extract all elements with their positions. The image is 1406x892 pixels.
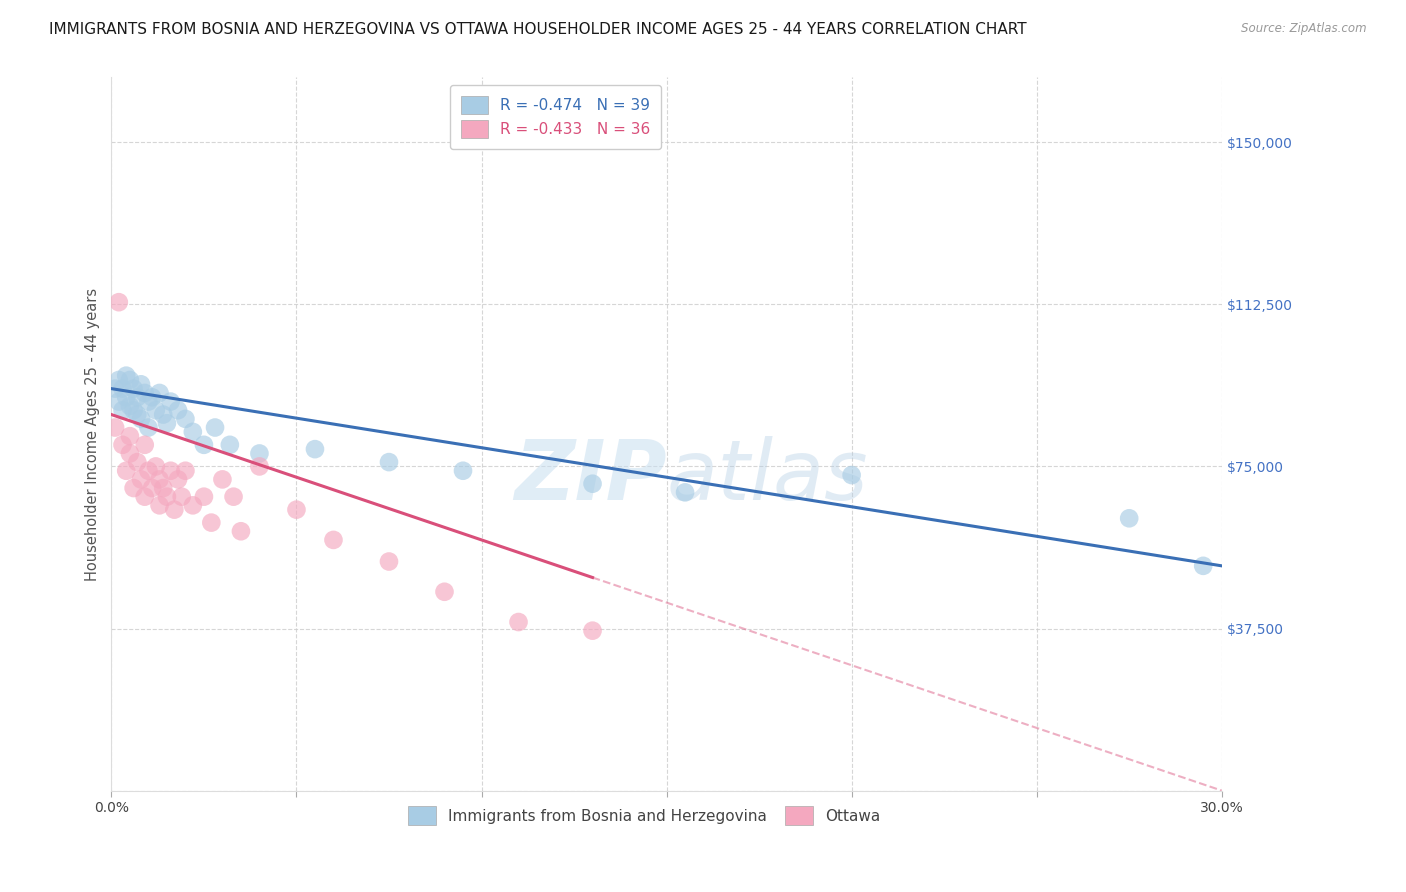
Point xyxy=(138,394,160,409)
Point xyxy=(145,403,167,417)
Point xyxy=(156,490,179,504)
Point xyxy=(104,420,127,434)
Point xyxy=(108,394,131,409)
Point xyxy=(181,425,204,439)
Point xyxy=(138,420,160,434)
Point xyxy=(378,455,401,469)
Point xyxy=(129,412,152,426)
Text: Source: ZipAtlas.com: Source: ZipAtlas.com xyxy=(1241,22,1367,36)
Point xyxy=(193,438,215,452)
Point xyxy=(673,485,696,500)
Point xyxy=(508,615,530,629)
Point xyxy=(115,390,138,404)
Point xyxy=(433,584,456,599)
Point xyxy=(163,502,186,516)
Point xyxy=(138,464,160,478)
Point xyxy=(122,481,145,495)
Point xyxy=(148,386,170,401)
Point xyxy=(122,403,145,417)
Point xyxy=(141,481,163,495)
Text: atlas: atlas xyxy=(666,436,868,517)
Point xyxy=(841,468,863,483)
Point xyxy=(304,442,326,457)
Point xyxy=(145,459,167,474)
Point xyxy=(204,420,226,434)
Point xyxy=(193,490,215,504)
Point xyxy=(167,403,190,417)
Point xyxy=(129,472,152,486)
Point xyxy=(108,295,131,310)
Point xyxy=(211,472,233,486)
Point xyxy=(148,499,170,513)
Point xyxy=(156,416,179,430)
Point xyxy=(118,399,141,413)
Point xyxy=(108,373,131,387)
Point xyxy=(222,490,245,504)
Legend: Immigrants from Bosnia and Herzegovina, Ottawa: Immigrants from Bosnia and Herzegovina, … xyxy=(399,797,890,834)
Point xyxy=(127,455,149,469)
Point xyxy=(111,403,134,417)
Point xyxy=(118,373,141,387)
Point xyxy=(115,464,138,478)
Point xyxy=(118,429,141,443)
Point xyxy=(249,459,271,474)
Point xyxy=(174,412,197,426)
Point xyxy=(1118,511,1140,525)
Point xyxy=(134,386,156,401)
Point xyxy=(152,408,174,422)
Point xyxy=(134,490,156,504)
Point xyxy=(127,408,149,422)
Point xyxy=(122,382,145,396)
Point xyxy=(200,516,222,530)
Point xyxy=(115,368,138,383)
Point xyxy=(218,438,240,452)
Text: IMMIGRANTS FROM BOSNIA AND HERZEGOVINA VS OTTAWA HOUSEHOLDER INCOME AGES 25 - 44: IMMIGRANTS FROM BOSNIA AND HERZEGOVINA V… xyxy=(49,22,1026,37)
Point xyxy=(581,624,603,638)
Point xyxy=(170,490,193,504)
Point xyxy=(249,446,271,460)
Point xyxy=(581,476,603,491)
Y-axis label: Householder Income Ages 25 - 44 years: Householder Income Ages 25 - 44 years xyxy=(86,287,100,581)
Point xyxy=(167,472,190,486)
Point xyxy=(1192,558,1215,573)
Point xyxy=(451,464,474,478)
Point xyxy=(141,390,163,404)
Point xyxy=(159,464,181,478)
Point xyxy=(118,446,141,460)
Point xyxy=(285,502,308,516)
Point xyxy=(148,472,170,486)
Point xyxy=(229,524,252,539)
Point xyxy=(111,382,134,396)
Point xyxy=(322,533,344,547)
Point xyxy=(159,394,181,409)
Point xyxy=(152,481,174,495)
Point xyxy=(111,438,134,452)
Point xyxy=(104,382,127,396)
Text: ZIP: ZIP xyxy=(515,436,666,517)
Point xyxy=(127,390,149,404)
Point xyxy=(378,555,401,569)
Point xyxy=(174,464,197,478)
Point xyxy=(181,499,204,513)
Point xyxy=(134,438,156,452)
Point xyxy=(129,377,152,392)
